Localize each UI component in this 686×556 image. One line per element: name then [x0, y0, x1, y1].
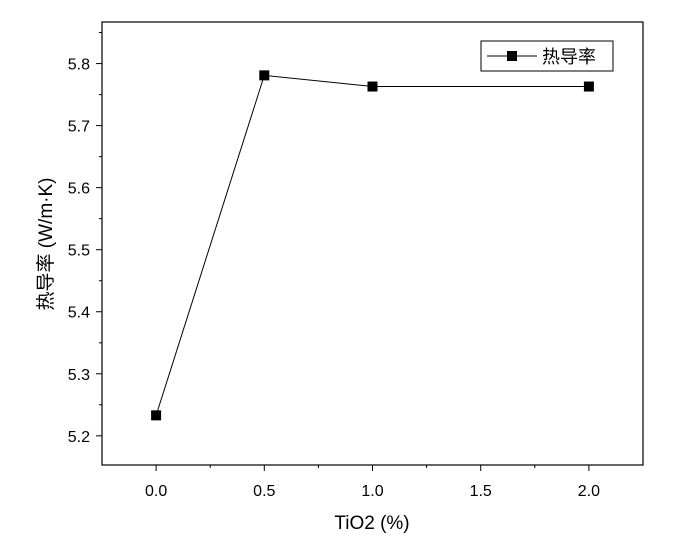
x-tick-label: 0.5 — [253, 483, 275, 500]
y-tick-label: 5.4 — [68, 305, 90, 322]
series-line — [155, 74, 589, 416]
x-axis-title: TiO2 (%) — [334, 513, 409, 534]
x-tick-label: 0.0 — [145, 483, 167, 500]
y-tick-label: 5.6 — [68, 181, 90, 198]
x-tick-label: 1.0 — [361, 483, 383, 500]
data-point — [367, 81, 378, 92]
x-tick-label: 1.5 — [470, 483, 492, 500]
legend: 热导率 — [480, 40, 614, 72]
x-axis-ticks: 0.0 0.5 1.0 1.5 2.0 — [145, 465, 600, 500]
y-axis-title: 热导率 (W/m·K) — [35, 178, 57, 311]
legend-marker — [507, 51, 517, 61]
data-point — [151, 410, 162, 421]
y-tick-label: 5.8 — [68, 57, 90, 74]
y-axis-ticks: 5.2 5.3 5.4 5.5 5.6 5.7 5.8 — [68, 32, 102, 446]
data-point — [583, 81, 594, 92]
y-tick-label: 5.5 — [68, 243, 90, 260]
series-layer — [151, 70, 594, 421]
data-point — [259, 70, 270, 81]
y-tick-label: 5.3 — [68, 367, 90, 384]
legend-label: 热导率 — [542, 47, 596, 68]
y-tick-label: 5.7 — [68, 119, 90, 136]
x-tick-label: 2.0 — [578, 483, 600, 500]
y-tick-label: 5.2 — [68, 429, 90, 446]
